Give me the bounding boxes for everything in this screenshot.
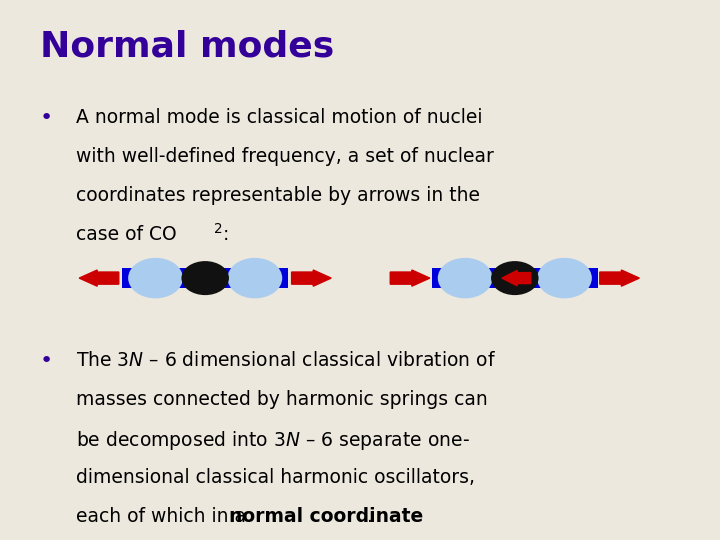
- Ellipse shape: [537, 258, 592, 298]
- Text: .: .: [367, 507, 373, 525]
- Ellipse shape: [491, 261, 539, 295]
- FancyArrow shape: [292, 270, 331, 286]
- Ellipse shape: [228, 258, 282, 298]
- Text: normal coordinate: normal coordinate: [230, 507, 424, 525]
- Text: dimensional classical harmonic oscillators,: dimensional classical harmonic oscillato…: [76, 468, 474, 487]
- Text: coordinates representable by arrows in the: coordinates representable by arrows in t…: [76, 186, 480, 205]
- Text: •: •: [40, 351, 53, 371]
- Text: masses connected by harmonic springs can: masses connected by harmonic springs can: [76, 390, 487, 409]
- Text: be decomposed into 3$N$ – 6 separate one-: be decomposed into 3$N$ – 6 separate one…: [76, 429, 469, 452]
- Bar: [432, 268, 598, 288]
- Text: case of CO: case of CO: [76, 225, 176, 244]
- Ellipse shape: [438, 258, 492, 298]
- Ellipse shape: [181, 261, 229, 295]
- FancyArrow shape: [502, 271, 531, 286]
- FancyArrow shape: [390, 270, 430, 286]
- Text: The 3$N$ – 6 dimensional classical vibration of: The 3$N$ – 6 dimensional classical vibra…: [76, 351, 495, 370]
- Text: each of which in a: each of which in a: [76, 507, 251, 525]
- Text: :: :: [223, 225, 230, 244]
- FancyArrow shape: [79, 270, 119, 286]
- Ellipse shape: [128, 258, 183, 298]
- Text: 2: 2: [214, 222, 222, 236]
- Text: with well-defined frequency, a set of nuclear: with well-defined frequency, a set of nu…: [76, 147, 493, 166]
- FancyArrow shape: [600, 270, 639, 286]
- Text: Normal modes: Normal modes: [40, 30, 334, 64]
- Text: A normal mode is classical motion of nuclei: A normal mode is classical motion of nuc…: [76, 108, 482, 127]
- Bar: [122, 268, 288, 288]
- Text: •: •: [40, 108, 53, 128]
